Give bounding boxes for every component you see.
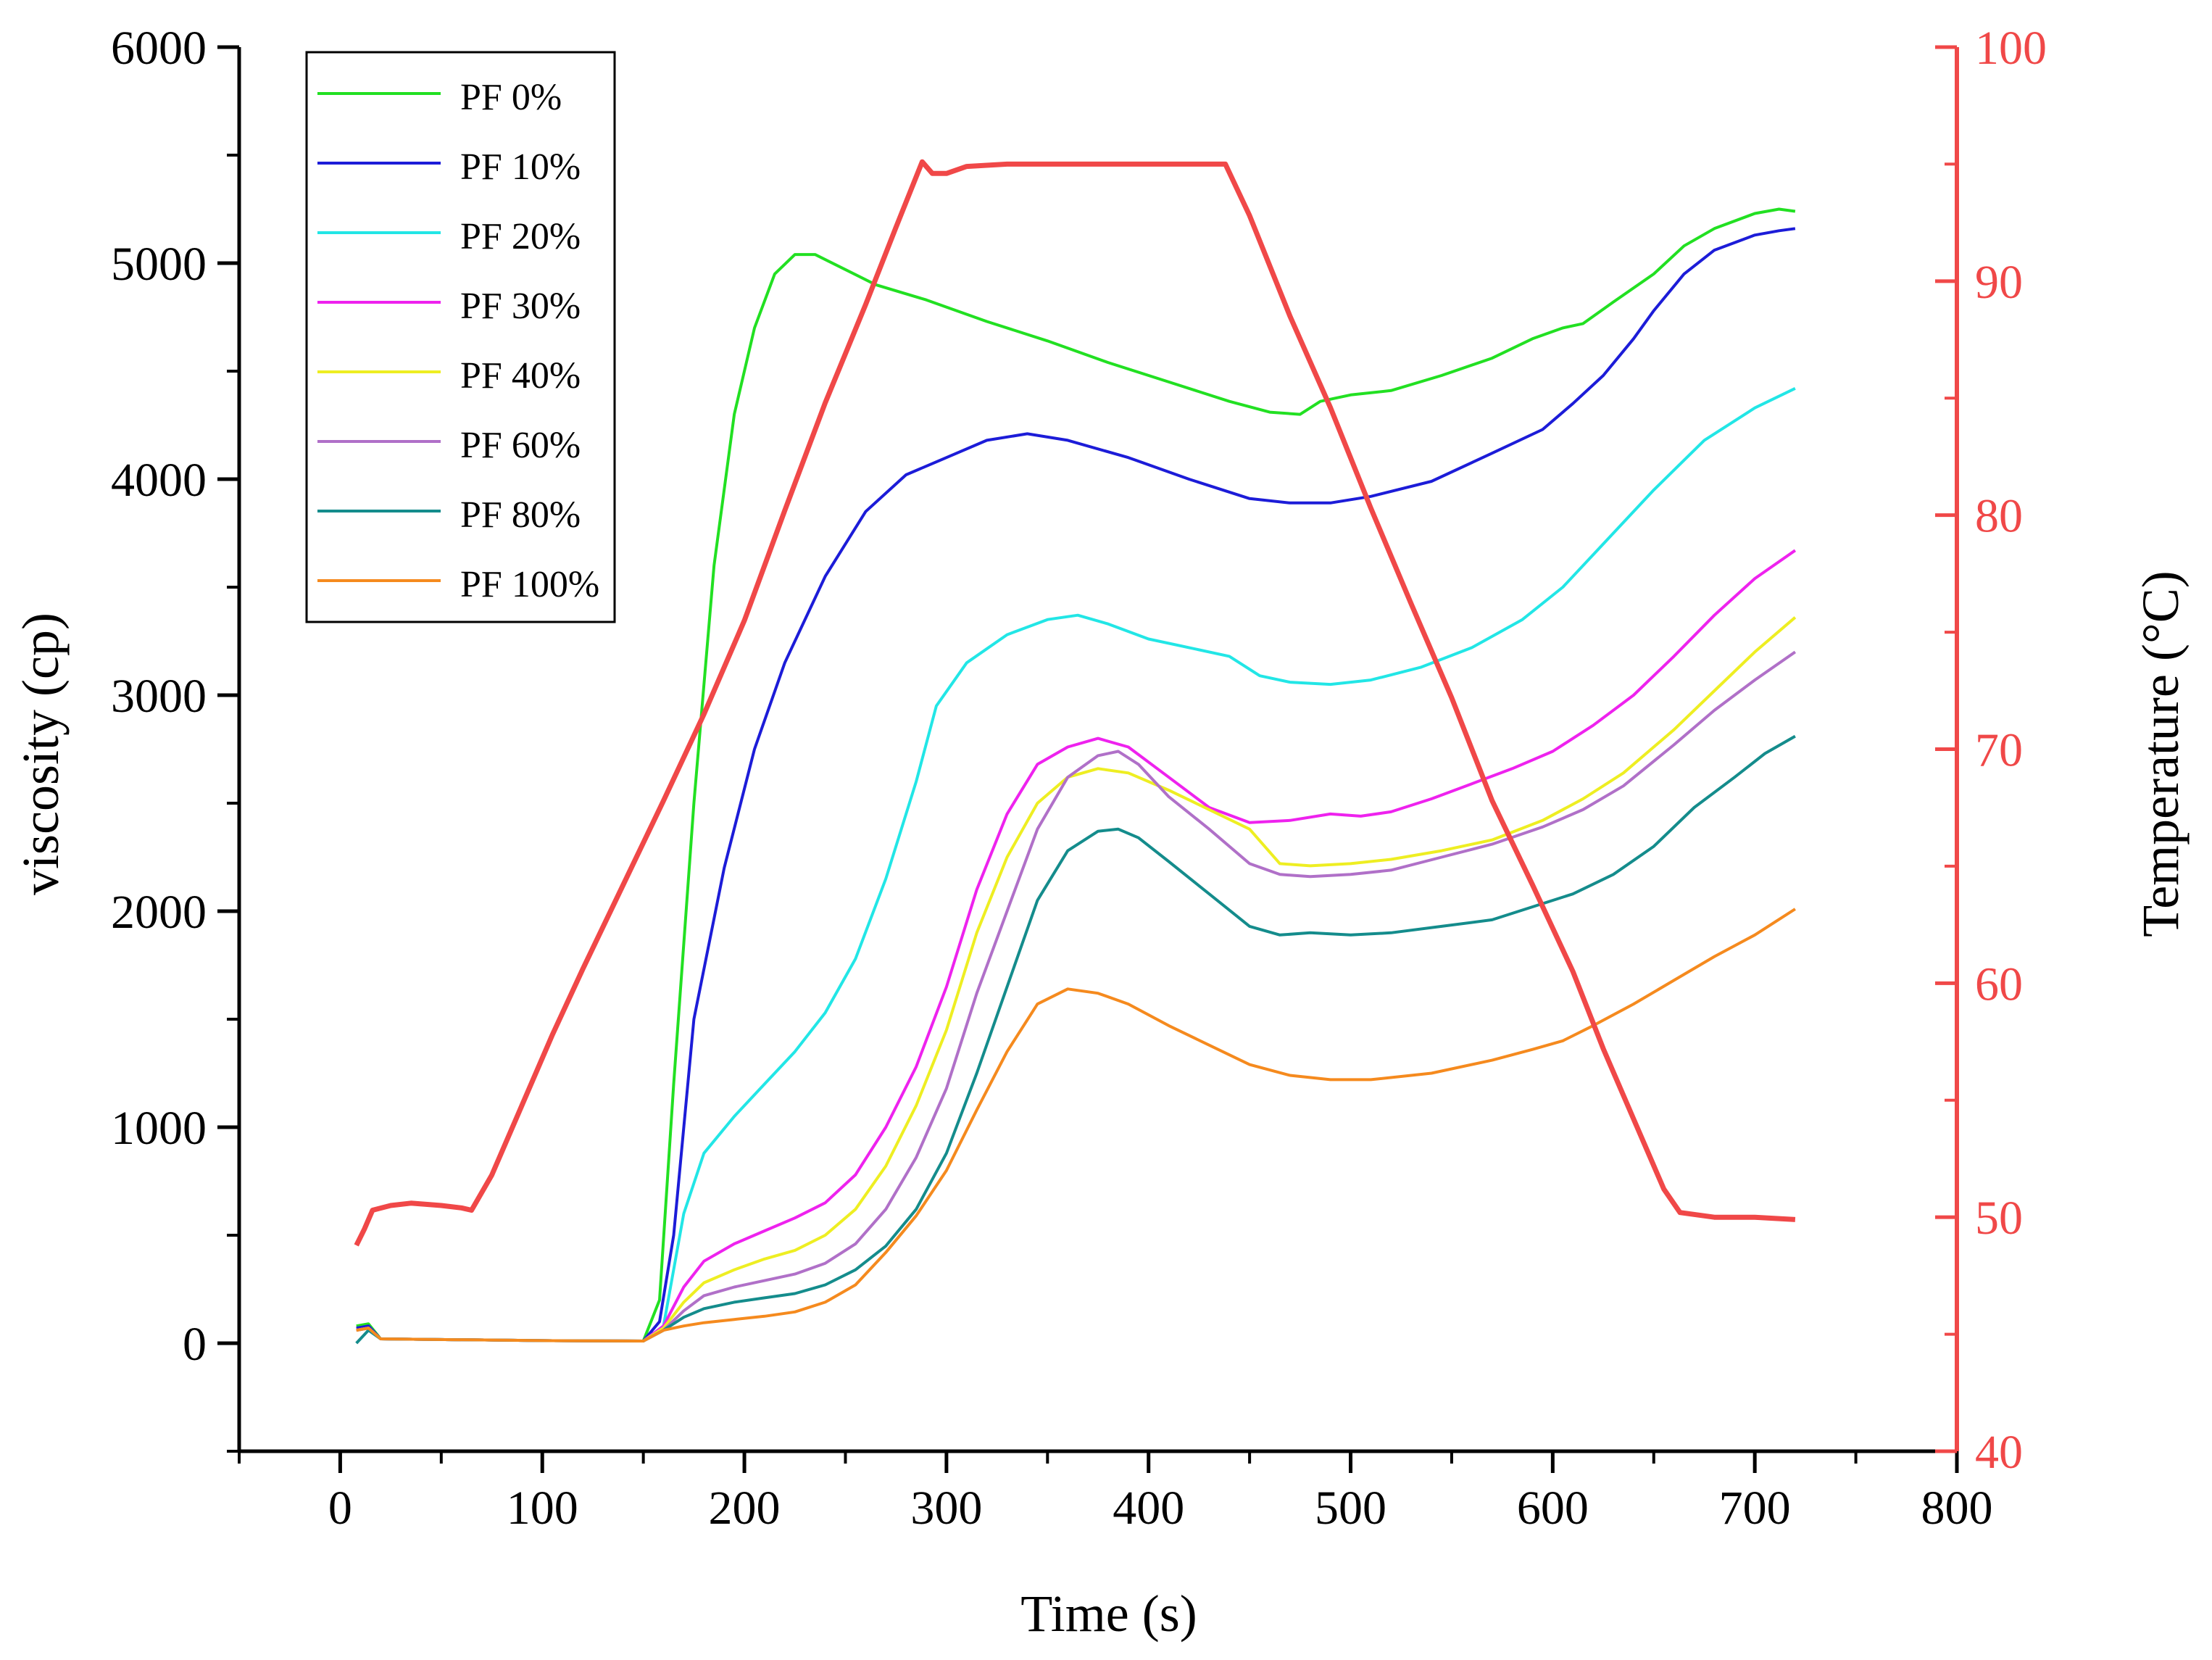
y2-tick-label: 100	[1975, 22, 2047, 75]
y2-tick-label: 80	[1975, 490, 2023, 543]
series-line-pf-40	[356, 616, 1797, 1342]
x-axis-title: Time (s)	[1020, 1585, 1197, 1643]
x-tick-label: 400	[1113, 1482, 1184, 1535]
y-axis-title: viscosity (cp)	[12, 613, 70, 895]
legend-label: PF 20%	[460, 216, 581, 257]
series-layer	[354, 159, 1797, 1345]
series-line-pf-80	[355, 734, 1796, 1345]
x-tick-label: 800	[1921, 1482, 1993, 1535]
legend-label: PF 40%	[460, 355, 581, 397]
legend-label: PF 100%	[460, 564, 599, 605]
y2-axis-title: Temperature (°C)	[2132, 570, 2190, 937]
x-tick-label: 500	[1315, 1482, 1386, 1535]
x-tick-label: 0	[328, 1482, 352, 1535]
y-tick-label: 3000	[111, 670, 207, 723]
y2-tick-label: 50	[1975, 1192, 2023, 1245]
series-line-pf-10	[356, 227, 1796, 1342]
y2-tick-label: 60	[1975, 958, 2023, 1010]
y2-tick-label: 70	[1975, 724, 2023, 777]
y-tick-label: 2000	[111, 886, 207, 939]
series-line-pf-60	[356, 650, 1797, 1342]
y-tick-label: 0	[183, 1318, 207, 1371]
y-tick-label: 5000	[111, 238, 207, 291]
x-tick-label: 300	[910, 1482, 982, 1535]
x-tick-label: 600	[1517, 1482, 1589, 1535]
legend-label: PF 30%	[460, 286, 581, 327]
series-line-pf-20	[356, 386, 1796, 1342]
legend-label: PF 10%	[460, 146, 581, 188]
x-tick-label: 700	[1719, 1482, 1791, 1535]
x-tick-label: 200	[709, 1482, 781, 1535]
series-line-pf-30	[356, 549, 1797, 1342]
y2-tick-label: 40	[1975, 1426, 2023, 1479]
y2-tick-label: 90	[1975, 256, 2023, 309]
axes-layer: 0 100 200 300 400 500 600 700 800 0 1000 2000 3000 40…	[111, 22, 2047, 1535]
x-tick-label: 100	[507, 1482, 578, 1535]
y-tick-label: 4000	[111, 454, 207, 507]
y-tick-label: 6000	[111, 22, 207, 75]
legend-label: PF 60%	[460, 425, 581, 466]
legend-label: PF 0%	[460, 77, 562, 118]
temperature-line	[354, 159, 1796, 1247]
series-line-pf-100	[356, 908, 1796, 1342]
legend: PF 0% PF 10% PF 20% PF 30% PF 40% PF 60% PF 80…	[305, 51, 616, 623]
legend-label: PF 80%	[460, 494, 581, 536]
series-line-pf-0	[356, 207, 1796, 1342]
legend-box	[305, 51, 616, 623]
y-tick-label: 1000	[111, 1102, 207, 1155]
